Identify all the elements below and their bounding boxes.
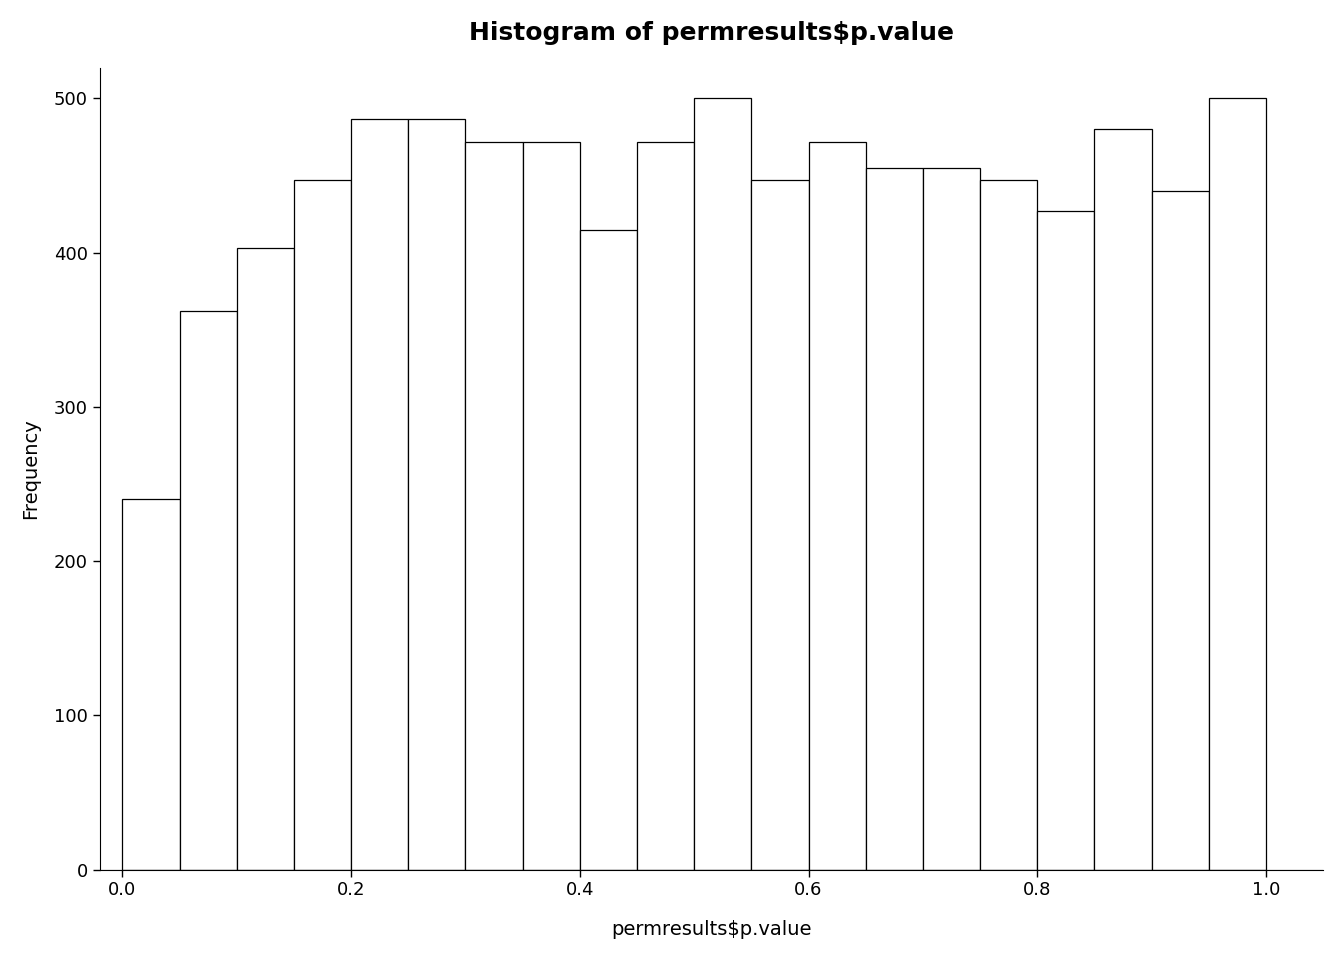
Bar [751, 180, 809, 870]
Bar [695, 99, 751, 870]
Bar [351, 118, 409, 870]
Bar [294, 180, 351, 870]
Bar [409, 118, 465, 870]
Bar [923, 168, 980, 870]
Bar [1038, 211, 1094, 870]
Bar [866, 168, 923, 870]
Bar [1094, 130, 1152, 870]
Bar [180, 311, 237, 870]
Bar [523, 142, 579, 870]
Bar [980, 180, 1038, 870]
Bar [237, 248, 294, 870]
X-axis label: permresults$p.value: permresults$p.value [612, 921, 812, 939]
Bar [579, 229, 637, 870]
Bar [1152, 191, 1208, 870]
Bar [465, 142, 523, 870]
Bar [122, 499, 180, 870]
Y-axis label: Frequency: Frequency [22, 419, 40, 519]
Title: Histogram of permresults$p.value: Histogram of permresults$p.value [469, 21, 954, 45]
Bar [637, 142, 695, 870]
Bar [809, 142, 866, 870]
Bar [1208, 99, 1266, 870]
